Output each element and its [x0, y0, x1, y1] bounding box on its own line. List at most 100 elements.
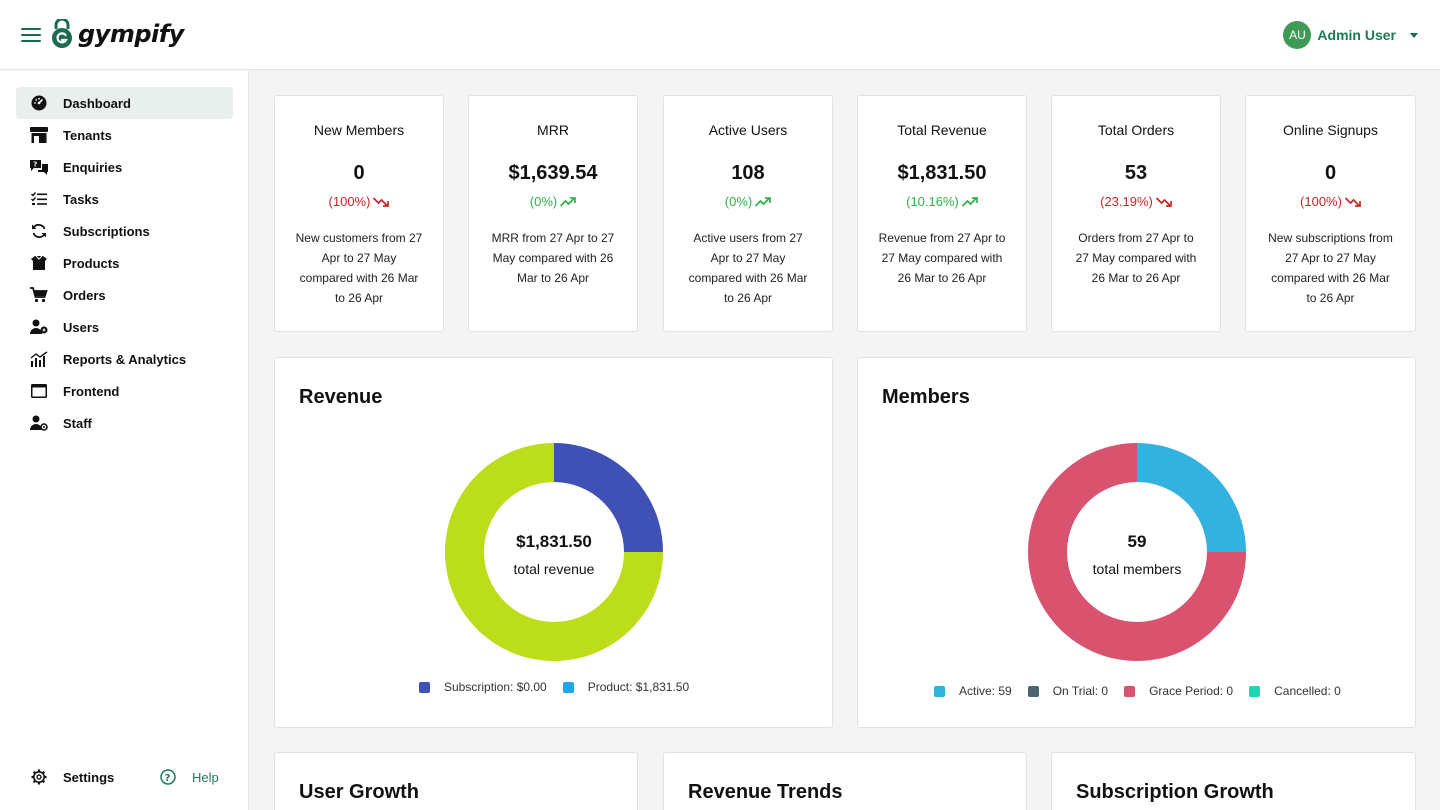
- legend-item[interactable]: Cancelled: 0: [1249, 684, 1341, 698]
- user-name: Admin User: [1317, 27, 1396, 43]
- legend-label: Grace Period: 0: [1149, 684, 1234, 698]
- stat-change-text: (23.19%): [1100, 194, 1153, 209]
- trend-down-icon: [1344, 196, 1361, 207]
- donut-center-value: 59: [1127, 532, 1147, 551]
- legend-item[interactable]: Grace Period: 0: [1124, 684, 1233, 698]
- sidebar-item-dashboard[interactable]: Dashboard: [16, 87, 233, 119]
- legend-label: Active: 59: [959, 684, 1012, 698]
- donut-center-label: total members: [1092, 561, 1182, 577]
- logo-text: gympify: [78, 20, 184, 48]
- donut-slice-active[interactable]: [1137, 443, 1246, 552]
- stat-title: New Members: [313, 122, 405, 138]
- subscription-growth-panel: Subscription Growth: [1051, 752, 1416, 810]
- sidebar-item-tenants[interactable]: Tenants: [16, 119, 233, 151]
- sidebar-item-users[interactable]: Users: [16, 311, 233, 343]
- donut-slice-product[interactable]: [445, 443, 663, 661]
- sidebar-item-label: Users: [63, 319, 100, 335]
- sidebar-item-label: Reports & Analytics: [63, 351, 187, 367]
- chevron-down-icon: [1410, 32, 1418, 38]
- donut-center-value: $1,831.50: [516, 532, 592, 551]
- stat-title: Total Orders: [1097, 122, 1175, 138]
- stat-change-text: (10.16%): [906, 194, 959, 209]
- revenue-trends-panel: Revenue Trends: [663, 752, 1027, 810]
- svg-text:?: ?: [33, 161, 37, 169]
- stat-value: 0: [1324, 162, 1337, 184]
- help-button[interactable]: ? Help: [159, 768, 219, 786]
- trend-down-icon: [373, 196, 390, 207]
- donut-center: $1,831.50 total revenue: [474, 532, 634, 577]
- stat-title: Total Revenue: [897, 122, 987, 138]
- checklist-icon: [30, 190, 48, 208]
- chat-icon: ?: [30, 158, 48, 176]
- stat-change: (0%): [469, 194, 637, 209]
- stat-description: Active users from 27 Apr to 27 May compa…: [688, 231, 808, 305]
- trend-up-icon: [755, 196, 772, 207]
- user-growth-panel: User Growth: [274, 752, 638, 810]
- stat-value: $1,831.50: [897, 162, 987, 184]
- stat-change: (0%): [664, 194, 832, 209]
- store-icon: [30, 126, 48, 144]
- legend-item[interactable]: Product: $1,831.50: [562, 680, 690, 694]
- sidebar-item-label: Dashboard: [63, 95, 131, 111]
- menu-icon[interactable]: [21, 24, 41, 46]
- stat-change: (23.19%): [1052, 194, 1220, 209]
- legend-item[interactable]: On Trial: 0: [1027, 684, 1109, 698]
- help-label: Help: [192, 769, 219, 785]
- panel-title: Subscription Growth: [1076, 781, 1274, 803]
- sidebar-item-label: Staff: [63, 415, 92, 431]
- sidebar-item-tasks[interactable]: Tasks: [16, 183, 233, 215]
- stat-card-new-members: New Members 0 (100%) New customers from …: [274, 95, 444, 332]
- stat-description: New customers from 27 Apr to 27 May comp…: [295, 231, 423, 305]
- stat-change: (10.16%): [858, 194, 1026, 209]
- staff-icon: [30, 414, 48, 432]
- legend-item[interactable]: Active: 59: [934, 684, 1012, 698]
- stat-change-text: (0%): [529, 194, 558, 209]
- legend-swatch: [562, 681, 574, 693]
- kettlebell-logo-icon: [52, 19, 72, 48]
- donut-slice-grace-period[interactable]: [1028, 443, 1246, 661]
- donut-center-label: total revenue: [513, 561, 595, 577]
- trend-down-icon: [1155, 196, 1172, 207]
- logo[interactable]: gympify: [50, 16, 184, 52]
- avatar: AU: [1283, 21, 1312, 49]
- legend-label: On Trial: 0: [1052, 684, 1109, 698]
- revenue-panel: Revenue $1,831.50 total revenue Subscrip…: [274, 357, 833, 728]
- stat-change-text: (0%): [724, 194, 753, 209]
- sidebar-item-frontend[interactable]: Frontend: [16, 375, 233, 407]
- help-icon: ?: [159, 768, 177, 786]
- sidebar-item-label: Products: [63, 255, 120, 271]
- legend-swatch: [1249, 685, 1261, 697]
- sidebar-item-reports[interactable]: Reports & Analytics: [16, 343, 233, 375]
- sidebar-item-subscriptions[interactable]: Subscriptions: [16, 215, 233, 247]
- panel-title: Members: [882, 386, 970, 408]
- donut-slice-subscription[interactable]: [554, 443, 663, 552]
- stat-title: Active Users: [708, 122, 788, 138]
- sidebar-item-orders[interactable]: Orders: [16, 279, 233, 311]
- legend-label: Subscription: $0.00: [444, 680, 547, 694]
- stat-card-active-users: Active Users 108 (0%) Active users from …: [663, 95, 833, 332]
- chart-legend: Active: 59 On Trial: 0 Grace Period: 0 C…: [934, 684, 1341, 698]
- stat-value: 53: [1124, 162, 1148, 184]
- donut-center: 59 total members: [1057, 532, 1217, 577]
- sidebar: Dashboard Tenants ? Enquiries Tasks Subs…: [0, 71, 249, 810]
- legend-label: Product: $1,831.50: [587, 680, 690, 694]
- sidebar-item-enquiries[interactable]: ? Enquiries: [16, 151, 233, 183]
- legend-swatch: [1027, 685, 1039, 697]
- settings-label: Settings: [63, 769, 115, 785]
- chart-legend: Subscription: $0.00 Product: $1,831.50: [419, 680, 689, 694]
- dashboard-icon: [30, 94, 48, 112]
- legend-swatch: [934, 685, 945, 697]
- user-menu[interactable]: AU Admin User: [1283, 21, 1418, 49]
- stat-description: Revenue from 27 Apr to 27 May compared w…: [878, 231, 1006, 285]
- sidebar-item-staff[interactable]: Staff: [16, 407, 233, 439]
- sidebar-item-products[interactable]: Products: [16, 247, 233, 279]
- stat-description: MRR from 27 Apr to 27 May compared with …: [491, 231, 615, 285]
- stat-change-text: (100%): [1300, 194, 1342, 209]
- legend-item[interactable]: Subscription: $0.00: [419, 680, 547, 694]
- refresh-icon: [30, 222, 48, 240]
- sidebar-item-label: Enquiries: [63, 159, 123, 175]
- settings-button[interactable]: Settings: [30, 768, 114, 786]
- chart-icon: [30, 350, 48, 368]
- users-icon: [30, 318, 48, 336]
- stat-card-online-signups: Online Signups 0 (100%) New subscription…: [1245, 95, 1416, 332]
